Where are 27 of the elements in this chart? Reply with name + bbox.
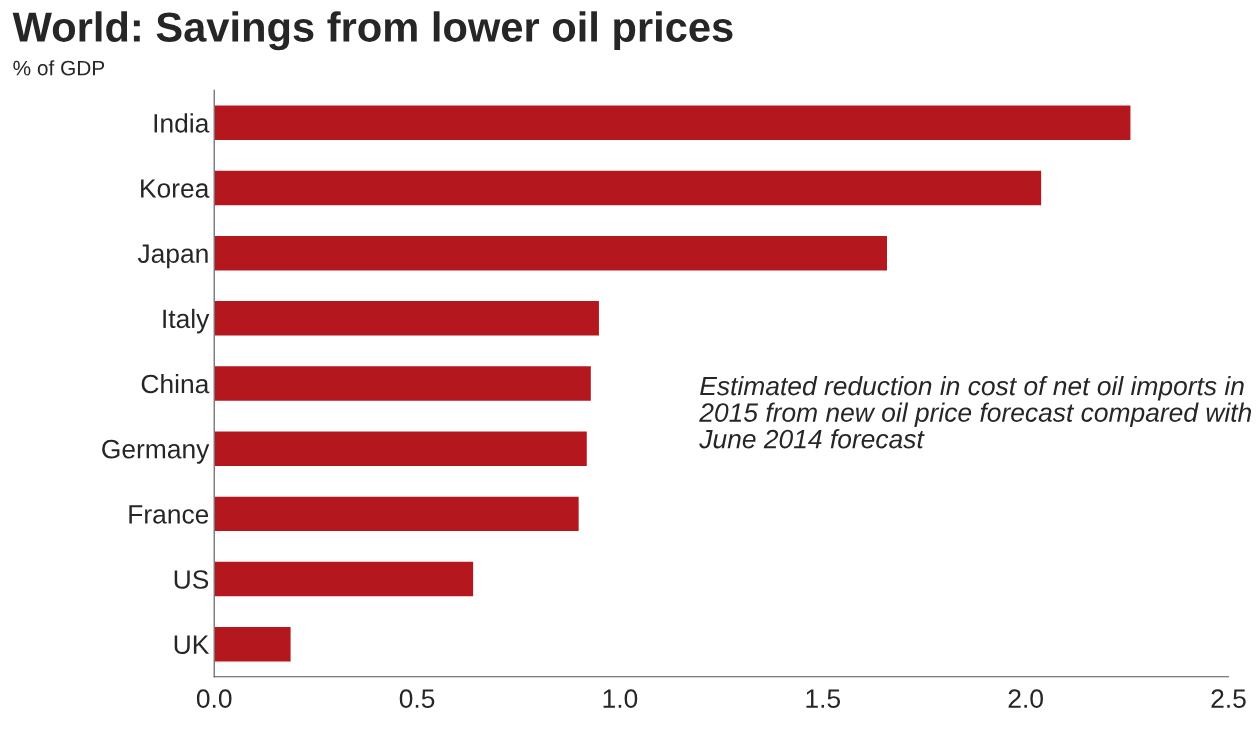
bar [214,625,292,663]
x-tick-label: 1.5 [806,689,841,708]
y-tick-label: China [141,373,210,394]
y-tick-label: India [154,113,210,133]
y-tick-label: Germany [102,439,210,464]
bar [214,299,601,337]
x-tick-label: 0.0 [196,689,232,708]
y-tick-label: Italy [163,308,210,334]
x-tick-label: 2.5 [1211,689,1246,708]
y-tick-label: France [129,505,209,524]
annotation: Estimated reduction in cost of net oil imports in 2015 from new oil price forecast compared with June 2014 forecast [699,376,1252,449]
bar [214,169,1043,207]
chart-title: World: Savings from lower oil prices [12,11,733,51]
bar [214,234,889,272]
y-tick-label: US [174,570,209,589]
x-tick-label: 1.0 [603,689,638,708]
y-tick-label: Japan [137,244,208,269]
bar [214,430,589,468]
y-tick-label: Korea [141,179,210,198]
y-tick-label: UK [174,635,210,655]
bar [214,104,1132,142]
bar [214,495,581,533]
chart-subtitle: % of GDP [13,60,105,76]
bar [214,560,475,598]
x-tick-label: 2.0 [1008,689,1043,708]
x-tick-label: 0.5 [399,689,435,708]
bar [214,364,593,403]
